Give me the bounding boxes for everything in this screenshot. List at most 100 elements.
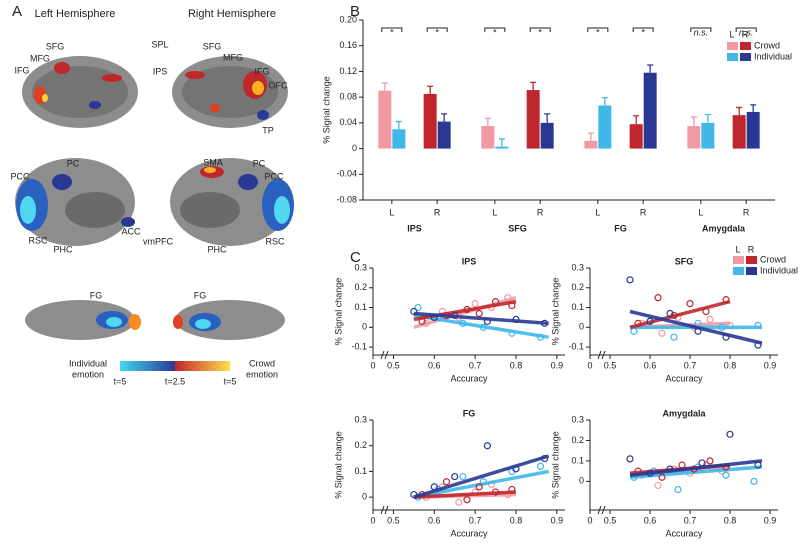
error-bar	[544, 113, 551, 123]
scatter-point	[483, 442, 491, 450]
significance-label: *	[596, 27, 600, 37]
fit-line	[629, 309, 763, 345]
legend-label: Individual	[760, 265, 798, 275]
region-label: vmPFC	[143, 236, 173, 246]
x-tick-label: L	[492, 207, 497, 217]
x-axis-label: Accuracy	[665, 373, 703, 383]
x-tick-label: 0	[587, 515, 592, 525]
y-tick-label: 0.3	[354, 262, 367, 272]
chart-title: SFG	[675, 256, 694, 266]
region-label: FG	[194, 290, 207, 300]
x-tick-label: 0	[370, 360, 375, 370]
x-tick-label: L	[389, 207, 394, 217]
axis-break	[597, 350, 606, 360]
error-bar	[601, 97, 608, 106]
y-tick-label: -0.1	[568, 341, 584, 351]
x-tick-label: 0.8	[510, 360, 523, 370]
scatter-point	[626, 455, 634, 463]
legend-swatch	[733, 256, 744, 264]
y-tick-label: -0.1	[351, 341, 367, 351]
bar	[540, 122, 554, 149]
bar	[392, 129, 406, 149]
scatter-point	[414, 303, 422, 312]
error-bar	[381, 82, 388, 91]
y-tick-label: -0.04	[336, 169, 357, 179]
legend-label: Crowd	[754, 40, 780, 50]
error-bar	[498, 138, 505, 147]
region-label: TP	[262, 125, 274, 135]
error-bar	[484, 117, 491, 127]
legend-swatch	[727, 53, 738, 61]
x-tick-label: L	[698, 207, 703, 217]
region-label: ACC	[121, 226, 141, 236]
x-tick-label: 0.9	[551, 360, 564, 370]
significance-label: n.s.	[694, 27, 709, 37]
bar	[629, 124, 643, 149]
bar	[598, 105, 612, 149]
x-tick-label: 0.7	[684, 515, 697, 525]
legend-header: R	[748, 244, 755, 254]
group-label: Amygdala	[702, 223, 746, 233]
significance-label: *	[493, 27, 497, 37]
error-bar	[530, 81, 537, 91]
scatter-point	[722, 471, 730, 479]
x-tick-label: 0.8	[510, 515, 523, 525]
y-tick-label: 0	[579, 476, 584, 486]
bar	[584, 140, 598, 149]
significance-bracket	[632, 27, 654, 32]
panel-label: C	[350, 249, 361, 266]
y-tick-label: 0.20	[339, 14, 357, 24]
x-tick-label: 0.6	[428, 360, 441, 370]
error-bar	[736, 106, 743, 116]
region-label: MFG	[223, 52, 243, 62]
scatter-point	[463, 496, 471, 504]
hemisphere-header: Left Hemisphere	[35, 8, 116, 20]
y-tick-label: 0	[352, 143, 357, 153]
region-label: RSC	[265, 236, 285, 246]
scatter-point	[455, 498, 463, 506]
significance-bracket	[426, 27, 448, 32]
y-tick-label: -0.08	[336, 194, 357, 204]
y-tick-label: 0.2	[571, 282, 584, 292]
region-label: SFG	[46, 41, 65, 51]
region-label: RSC	[28, 235, 48, 245]
legend-swatch	[727, 42, 738, 50]
bar	[437, 121, 451, 149]
region-label: IFG	[255, 66, 270, 76]
x-tick-label: 0.7	[469, 515, 482, 525]
x-tick-label: 0.9	[551, 515, 564, 525]
y-tick-label: 0.1	[354, 466, 367, 476]
legend-swatch	[746, 256, 757, 264]
significance-bracket	[735, 27, 757, 32]
region-label: SMA	[203, 157, 223, 167]
y-tick-label: 0.2	[354, 282, 367, 292]
scatter-point	[686, 299, 694, 308]
chart-title: IPS	[462, 256, 477, 266]
error-bar	[690, 116, 697, 127]
y-axis-label: % Signal change	[333, 278, 343, 346]
scatter-point	[674, 485, 682, 494]
scatter-point	[646, 317, 654, 325]
x-tick-label: R	[537, 207, 544, 217]
region-label: IFG	[15, 65, 30, 75]
y-tick-label: 0	[362, 322, 367, 332]
x-tick-label: 0.8	[724, 515, 737, 525]
significance-bracket	[690, 27, 712, 32]
legend-swatch	[733, 267, 744, 275]
region-label: PC	[67, 158, 80, 168]
y-tick-label: 0.1	[571, 455, 584, 465]
error-bar	[647, 64, 654, 73]
colorbar-tick: t=5	[114, 376, 127, 386]
y-tick-label: 0	[579, 322, 584, 332]
scatter-point	[654, 294, 662, 302]
error-bar	[441, 113, 448, 122]
y-tick-label: 0.3	[354, 414, 367, 424]
y-axis-label: % Signal change	[550, 278, 560, 346]
axis-break	[380, 505, 389, 515]
bar	[495, 146, 509, 149]
significance-label: *	[390, 27, 394, 37]
significance-label: *	[641, 27, 645, 37]
region-label: OFC	[269, 80, 288, 90]
region-label: PHC	[207, 244, 227, 254]
